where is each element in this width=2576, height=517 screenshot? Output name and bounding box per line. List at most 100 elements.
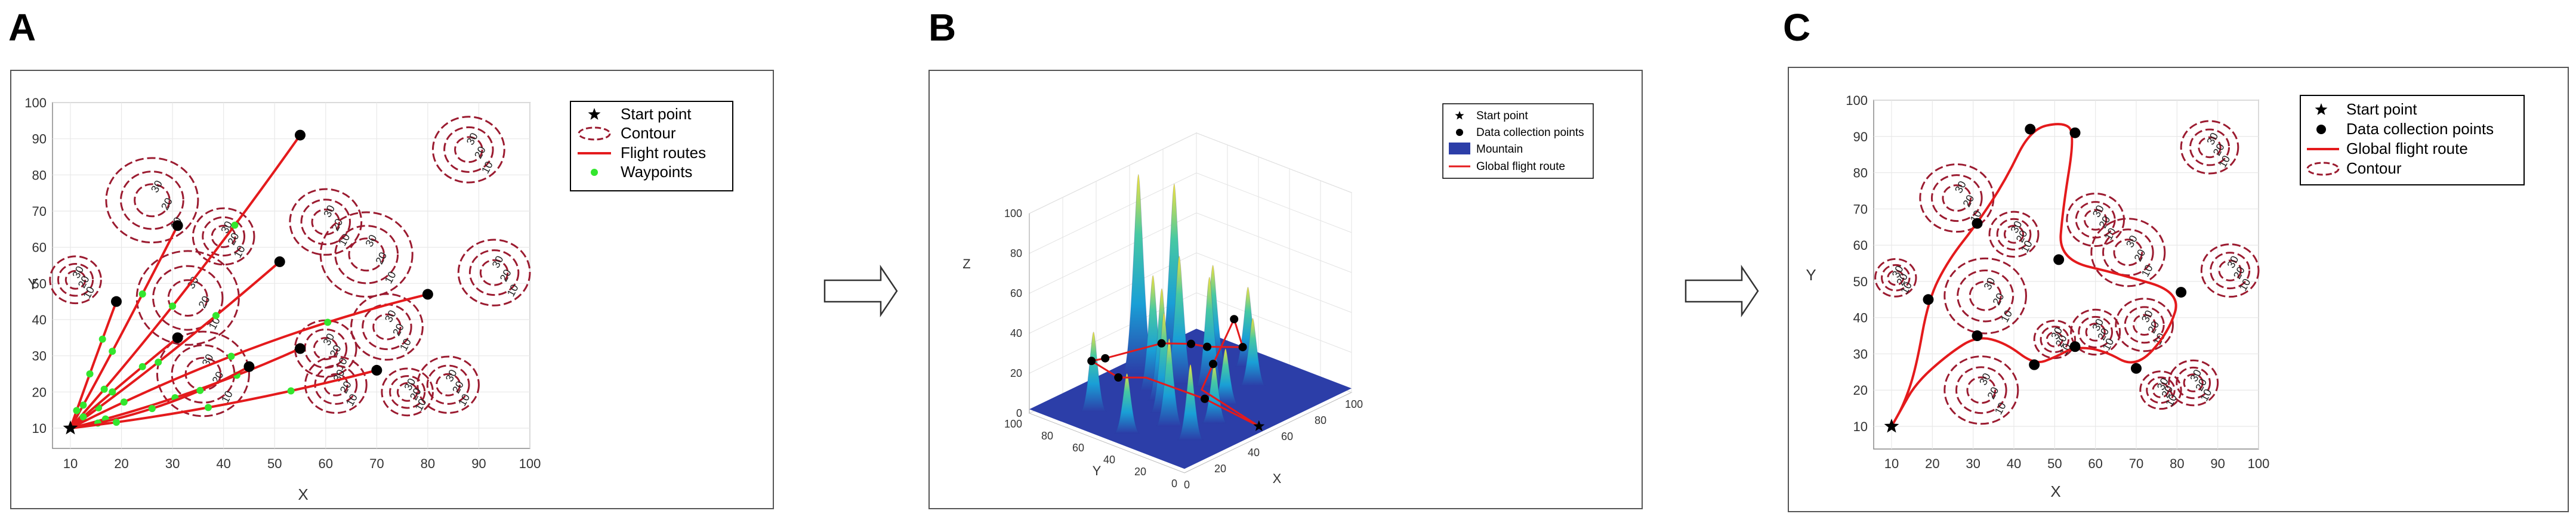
contour-ring bbox=[1957, 269, 2014, 323]
x-tick-label: 90 bbox=[2210, 456, 2225, 471]
z-tick-label: 20 bbox=[1010, 367, 1022, 379]
contour-ring bbox=[2183, 373, 2204, 392]
grid-line-z bbox=[1029, 252, 1197, 334]
legend-contour-icon bbox=[2306, 162, 2340, 176]
waypoint-marker bbox=[79, 401, 87, 409]
contour-ring bbox=[2210, 252, 2251, 290]
contour-ring bbox=[2115, 298, 2174, 352]
flight-route bbox=[69, 220, 183, 429]
data-collection-point bbox=[1187, 339, 1195, 348]
data-collection-point bbox=[2029, 359, 2040, 370]
contour-ring bbox=[2085, 323, 2106, 342]
contour-ring bbox=[454, 136, 483, 163]
grid-line-z bbox=[1196, 172, 1352, 233]
flight-route-line bbox=[70, 347, 301, 429]
grid-line-z bbox=[1196, 292, 1352, 353]
z-tick-label: 100 bbox=[1004, 208, 1022, 219]
waypoint-marker bbox=[205, 404, 212, 411]
data-collection-point bbox=[1238, 343, 1247, 352]
route-end-point bbox=[172, 332, 183, 343]
mountain-peak bbox=[1164, 256, 1195, 384]
legend-b: Start point Data collection points Mountai… bbox=[1442, 103, 1594, 179]
arrow-b-to-c bbox=[1685, 264, 1759, 318]
legend-label: Start point bbox=[2346, 100, 2417, 118]
data-collection-point bbox=[2069, 341, 2081, 352]
contour-ring bbox=[2218, 259, 2242, 281]
waypoint-marker bbox=[148, 405, 156, 413]
x-tick-label: 80 bbox=[421, 456, 435, 471]
y-tick-label: 0 bbox=[1171, 478, 1177, 490]
contour-ring bbox=[304, 355, 368, 414]
contour-ring bbox=[381, 367, 434, 417]
y-tick-label: 50 bbox=[32, 276, 47, 291]
x-tick-label: 20 bbox=[1925, 456, 1939, 471]
y-tick-label: 60 bbox=[1072, 442, 1084, 454]
panel-c-chart: 10 20 30 40 50 60 70 80 90 100 10 20 30 40 50 60 70 80 90 1… bbox=[1806, 93, 2525, 500]
legend-label: Start point bbox=[621, 105, 692, 123]
contour-ring bbox=[334, 225, 399, 284]
y-axis-label: Y bbox=[1093, 463, 1102, 478]
y-tick-label: 60 bbox=[1853, 238, 1868, 253]
x-tick-label: 20 bbox=[1214, 463, 1226, 475]
waypoint-marker bbox=[138, 290, 146, 298]
legend-start-icon bbox=[1455, 111, 1464, 120]
y-axis-label: Y bbox=[1806, 266, 1816, 284]
flight-route-line bbox=[70, 366, 250, 429]
x-axis-label: X bbox=[2050, 482, 2060, 500]
y-tick-label: 70 bbox=[32, 204, 47, 219]
waypoint-marker bbox=[109, 348, 116, 355]
x-tick-label: 0 bbox=[1184, 479, 1190, 491]
x-tick-label: 50 bbox=[267, 456, 282, 471]
mountain-peak bbox=[1177, 364, 1204, 441]
contour-ring bbox=[1966, 376, 1997, 404]
contour-ring bbox=[2176, 366, 2211, 400]
contour-ring bbox=[2132, 314, 2157, 336]
z-tick-label: 80 bbox=[1010, 247, 1022, 259]
x-tick-label: 90 bbox=[471, 456, 486, 471]
waypoint-marker bbox=[155, 358, 162, 366]
flight-route bbox=[69, 129, 306, 429]
route-end-point bbox=[295, 129, 306, 141]
y-tick-label: 100 bbox=[1004, 418, 1022, 430]
contour-ring bbox=[2066, 193, 2125, 247]
contour-ring bbox=[2146, 376, 2176, 404]
x-tick-label: 100 bbox=[2248, 456, 2270, 471]
waypoint-marker bbox=[138, 363, 146, 370]
waypoint-marker bbox=[231, 221, 239, 229]
mountain-peak bbox=[1213, 348, 1239, 405]
z-tick-label: 40 bbox=[1010, 327, 1022, 339]
y-tick-label: 40 bbox=[32, 312, 47, 327]
contour-ring bbox=[2180, 120, 2239, 175]
legend-c: Start point Data collection points Global … bbox=[2300, 95, 2525, 185]
contour-ring bbox=[350, 293, 424, 361]
contour-ring bbox=[468, 249, 520, 296]
contour-ring bbox=[2200, 243, 2260, 298]
contour-ring bbox=[49, 255, 102, 305]
contour-ring bbox=[2139, 370, 2182, 410]
y-tick-label: 30 bbox=[1853, 346, 1868, 361]
contour-ring bbox=[319, 211, 414, 298]
x-tick-label: 60 bbox=[319, 456, 333, 471]
waypoint-marker bbox=[169, 302, 177, 310]
x-tick-label: 50 bbox=[2047, 456, 2062, 471]
contour-ring bbox=[1881, 264, 1911, 292]
legend-label: Global flight route bbox=[1476, 160, 1565, 173]
x-axis-label: X bbox=[298, 485, 308, 503]
contour-ring bbox=[1942, 184, 1972, 212]
legend-waypoint-icon bbox=[591, 169, 598, 176]
y-tick-label: 70 bbox=[1853, 202, 1868, 216]
contour-ring bbox=[1943, 257, 2028, 335]
contour-ring bbox=[1988, 210, 2040, 258]
data-collection-point bbox=[2053, 254, 2065, 265]
waypoint-marker bbox=[287, 387, 295, 395]
waypoint-marker bbox=[109, 388, 116, 396]
y-tick-label: 10 bbox=[32, 421, 47, 436]
waypoint-marker bbox=[100, 385, 108, 393]
route-end-point bbox=[172, 220, 183, 231]
x-tick-label: 30 bbox=[1966, 456, 1980, 471]
contour-ring bbox=[2070, 308, 2121, 356]
contour-ring bbox=[372, 313, 402, 340]
contour-ring bbox=[2090, 218, 2166, 287]
